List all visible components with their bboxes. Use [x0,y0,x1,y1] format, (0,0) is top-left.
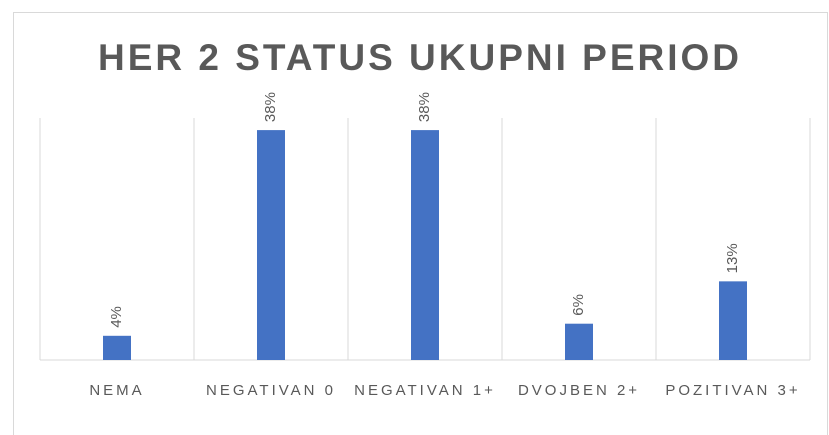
data-label: 6% [570,294,587,316]
x-tick-label: NEGATIVAN 0 [206,382,336,399]
data-label: 38% [262,92,279,122]
data-label: 13% [724,243,741,273]
data-label: 38% [416,92,433,122]
bar [565,323,593,360]
x-tick-label: NEMA [89,382,145,399]
bar [719,281,747,360]
bar [103,335,131,360]
chart-title: HER 2 STATUS UKUPNI PERIOD [98,37,742,78]
x-tick-label: DVOJBEN 2+ [517,382,641,399]
data-label: 4% [108,306,125,328]
bar [257,130,285,360]
chart-border [13,12,828,435]
x-tick-label: NEGATIVAN 1+ [354,382,496,399]
x-tick-label: POZITIVAN 3+ [665,382,801,399]
bar [411,130,439,360]
